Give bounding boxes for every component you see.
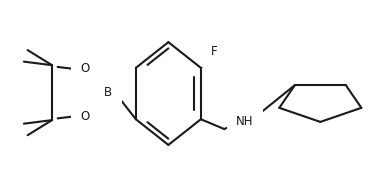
Text: B: B [104, 86, 112, 99]
Text: O: O [80, 62, 89, 75]
Text: F: F [211, 44, 217, 58]
Text: NH: NH [236, 114, 254, 127]
Text: O: O [80, 110, 89, 123]
